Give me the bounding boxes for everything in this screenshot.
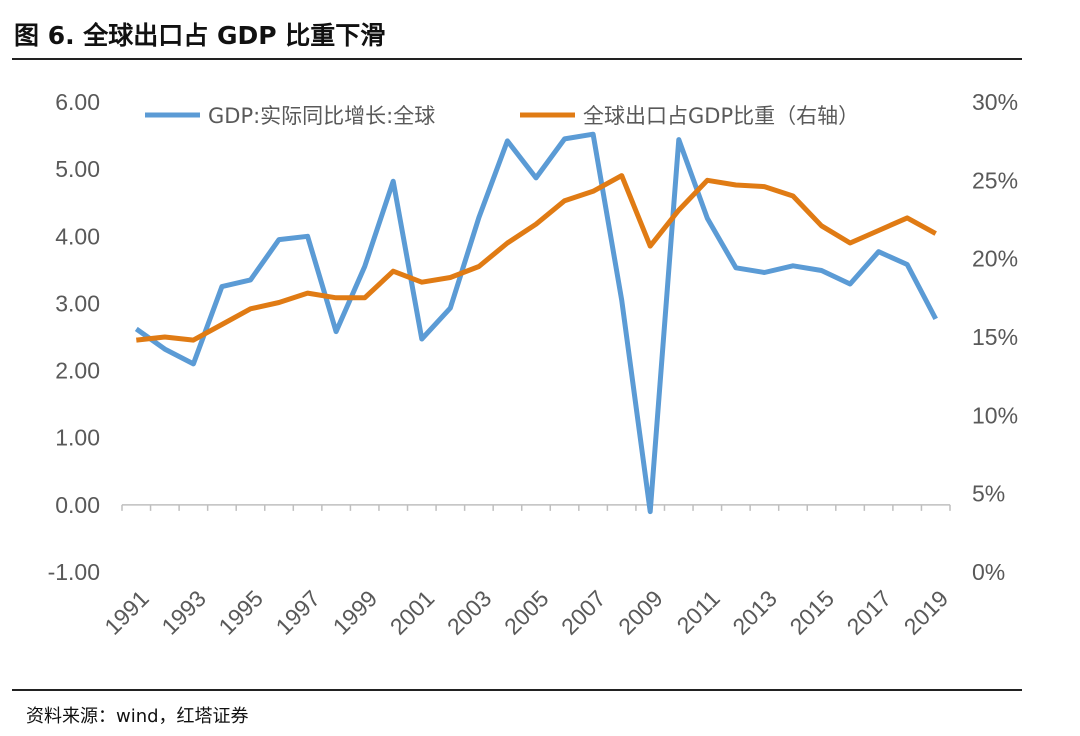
data-point-gdp-growth: [534, 175, 539, 180]
data-point-gdp-growth: [791, 263, 796, 268]
data-point-export-share: [534, 222, 539, 227]
data-point-export-share: [476, 264, 481, 269]
x-tick-label: 2017: [842, 585, 897, 640]
chart-series: [134, 131, 938, 515]
data-point-gdp-growth: [134, 326, 139, 331]
series-line-export-share: [136, 173, 937, 343]
data-point-export-share: [362, 295, 367, 300]
data-point-gdp-growth: [277, 237, 282, 242]
data-point-gdp-growth: [591, 132, 596, 137]
data-point-export-share: [791, 194, 796, 199]
x-tick-label: 2013: [727, 585, 782, 640]
data-point-export-share: [277, 300, 282, 305]
data-point-gdp-growth: [505, 138, 510, 143]
x-tick-label: 1997: [271, 585, 326, 640]
x-tick-label: 1993: [156, 585, 211, 640]
data-point-gdp-growth: [876, 249, 881, 254]
data-point-gdp-growth: [848, 282, 853, 287]
data-point-gdp-growth: [905, 262, 910, 267]
y-right-tick-label: 10%: [972, 402, 1018, 428]
chart-legend: GDP:实际同比增长:全球 全球出口占GDP比重（右轴）: [145, 104, 859, 128]
x-tick-label: 2011: [671, 585, 724, 638]
data-point-gdp-growth: [391, 179, 396, 184]
data-point-gdp-growth: [191, 361, 196, 366]
data-point-gdp-growth: [305, 234, 310, 239]
x-tick-label: 1995: [213, 585, 268, 640]
data-point-gdp-growth: [248, 277, 253, 282]
top-divider: [12, 58, 1022, 60]
y-left-tick-label: 0.00: [55, 492, 100, 518]
data-point-export-share: [591, 189, 596, 194]
data-point-gdp-growth: [705, 216, 710, 221]
y-left-tick-label: 3.00: [55, 290, 100, 316]
y-right-tick-label: 25%: [972, 167, 1018, 193]
bottom-divider: [12, 689, 1022, 691]
data-point-gdp-growth: [362, 264, 367, 269]
data-point-export-share: [619, 173, 624, 178]
data-point-gdp-growth: [419, 337, 424, 342]
data-point-export-share: [219, 322, 224, 327]
x-tick-label: 2015: [784, 585, 839, 640]
figure-title: 图 6. 全球出口占 GDP 比重下滑: [14, 21, 386, 50]
data-point-gdp-growth: [648, 509, 653, 514]
data-point-export-share: [248, 306, 253, 311]
data-point-export-share: [562, 198, 567, 203]
data-point-export-share: [191, 338, 196, 343]
x-tick-label: 2001: [385, 585, 440, 640]
y-right-tick-label: 0%: [972, 559, 1005, 585]
data-point-export-share: [676, 208, 681, 213]
data-point-gdp-growth: [334, 329, 339, 334]
data-point-export-share: [933, 231, 938, 236]
data-point-gdp-growth: [733, 265, 738, 270]
y-left-tick-label: 6.00: [55, 89, 100, 115]
data-point-gdp-growth: [219, 284, 224, 289]
y-left-tick-label: 2.00: [55, 358, 100, 384]
data-point-gdp-growth: [619, 298, 624, 303]
data-point-gdp-growth: [162, 347, 167, 352]
x-tick-label: 2009: [613, 585, 668, 640]
data-point-export-share: [848, 241, 853, 246]
series-line-gdp-growth: [134, 131, 938, 515]
x-tick-label: 2007: [556, 585, 611, 640]
data-point-export-share: [648, 244, 653, 249]
x-tick-label: 2005: [499, 585, 554, 640]
data-point-export-share: [419, 280, 424, 285]
data-point-export-share: [162, 335, 167, 340]
data-point-export-share: [505, 241, 510, 246]
data-point-gdp-growth: [476, 215, 481, 220]
y-left-tick-label: 4.00: [55, 223, 100, 249]
data-point-export-share: [733, 183, 738, 188]
data-point-gdp-growth: [448, 306, 453, 311]
x-tick-label: 1991: [99, 585, 154, 640]
legend-label-gdp-growth: GDP:实际同比增长:全球: [208, 104, 435, 128]
data-point-export-share: [819, 223, 824, 228]
data-point-export-share: [134, 338, 139, 343]
source-note: 资料来源：wind，红塔证券: [26, 706, 249, 727]
data-point-gdp-growth: [819, 268, 824, 273]
data-point-gdp-growth: [933, 316, 938, 321]
y-left-tick-label: -1.00: [48, 559, 100, 585]
y-right-tick-label: 30%: [972, 89, 1018, 115]
data-point-export-share: [448, 275, 453, 280]
data-point-gdp-growth: [562, 136, 567, 141]
y-left-tick-label: 5.00: [55, 156, 100, 182]
x-tick-label: 2019: [899, 585, 954, 640]
y-right-tick-label: 5%: [972, 481, 1005, 507]
x-tick-label: 1999: [328, 585, 383, 640]
data-point-export-share: [705, 178, 710, 183]
data-point-export-share: [905, 215, 910, 220]
y-right-tick-label: 20%: [972, 246, 1018, 272]
data-point-export-share: [762, 184, 767, 189]
y-right-tick-label: 15%: [972, 324, 1018, 350]
data-point-gdp-growth: [676, 137, 681, 142]
data-point-export-share: [305, 291, 310, 296]
data-point-export-share: [334, 295, 339, 300]
data-point-export-share: [876, 228, 881, 233]
data-point-gdp-growth: [762, 270, 767, 275]
legend-label-export-share: 全球出口占GDP比重（右轴）: [583, 104, 859, 128]
y-left-tick-label: 1.00: [55, 425, 100, 451]
x-tick-label: 2003: [442, 585, 497, 640]
data-point-export-share: [391, 269, 396, 274]
